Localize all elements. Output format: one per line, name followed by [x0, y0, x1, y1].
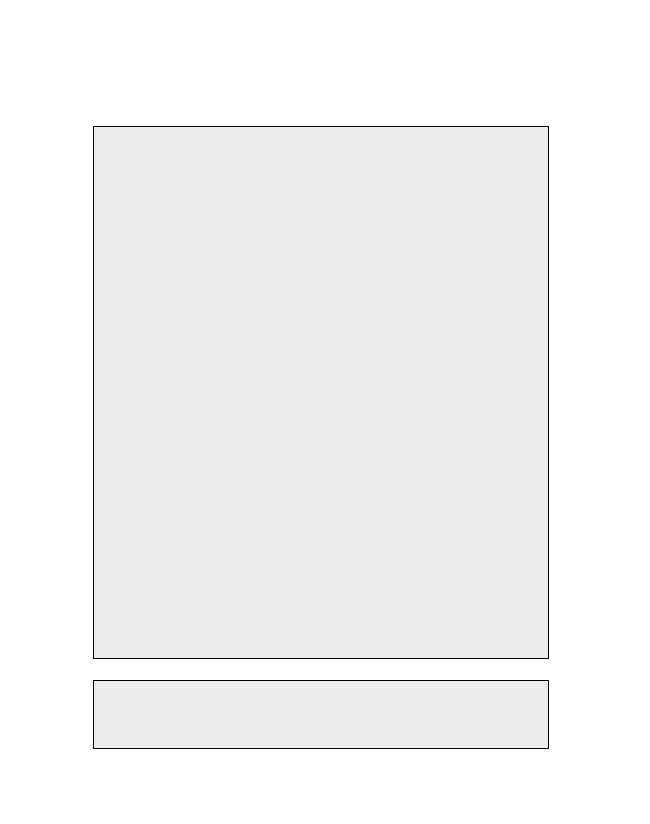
gapdh-panel-bg [94, 681, 548, 748]
gapdh-panel [93, 680, 549, 749]
main-panel-bg [94, 127, 548, 658]
main-blot-panel [93, 126, 549, 659]
